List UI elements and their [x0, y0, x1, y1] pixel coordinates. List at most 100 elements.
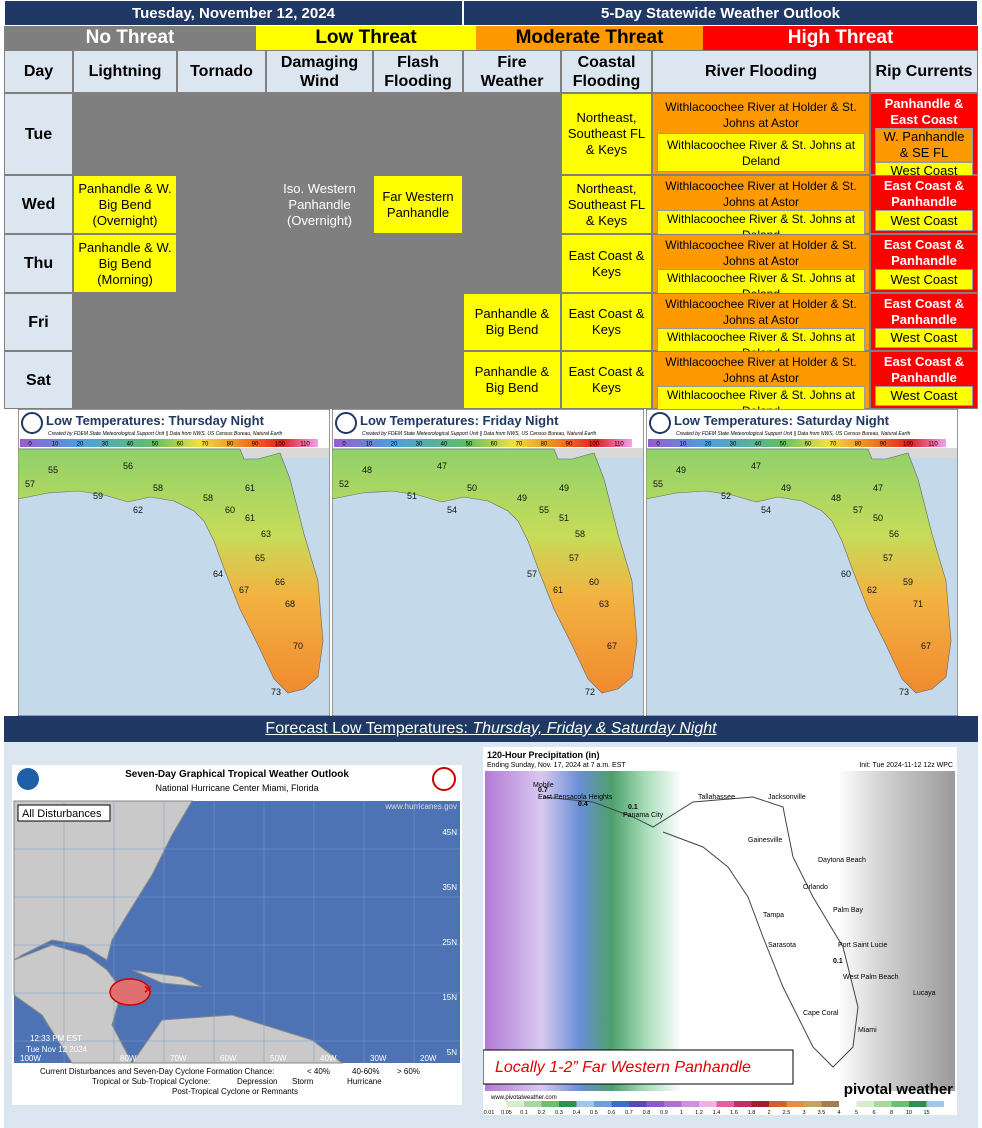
temperature-label: 59	[93, 491, 103, 501]
scale-tick-label: 0.1	[520, 1110, 528, 1115]
scale-tick-label: 15	[923, 1110, 929, 1115]
city: West Palm Beach	[843, 974, 899, 981]
temperature-label: 63	[261, 529, 271, 539]
scale-tick-label: 40	[755, 442, 762, 448]
map-title: Low Temperatures: Saturday Night	[674, 413, 890, 428]
scale-swatch	[821, 1101, 839, 1107]
scale-tick-label: 80	[855, 442, 862, 448]
scale-tick-label: 90	[566, 442, 573, 448]
lat-label: 25N	[442, 938, 457, 947]
temperature-label: 67	[607, 641, 617, 651]
brand: pivotal weather	[844, 1081, 953, 1098]
temperature-label: 57	[569, 553, 579, 563]
caption-emphasis: Thursday, Friday & Saturday Night	[472, 720, 717, 737]
threat-item: Withlacoochee River at Holder & St. John…	[657, 237, 865, 269]
threat-cell	[463, 93, 561, 175]
scale-tick-label: 100	[903, 442, 914, 448]
header-date: Tuesday, November 12, 2024	[4, 0, 463, 26]
threat-cell: Withlacoochee River at Holder & St. John…	[652, 351, 870, 420]
florida	[646, 448, 952, 694]
threat-item: East Coast & Panhandle	[875, 178, 973, 210]
noaa-logo	[17, 768, 39, 790]
threat-item: Withlacoochee River at Holder & St. John…	[657, 96, 865, 133]
temperature-label: 57	[25, 479, 35, 489]
threat-cell	[266, 293, 373, 351]
column-header: Rip Currents	[870, 50, 978, 93]
threat-cell	[373, 93, 463, 175]
day-label: Thu	[4, 234, 73, 293]
temperature-label: 51	[559, 513, 569, 523]
temperature-map: Low Temperatures: Saturday Night Created …	[646, 409, 958, 716]
scale-tick-label: 10	[366, 442, 373, 448]
column-header: Tornado	[177, 50, 266, 93]
scale-tick-label: 0	[28, 442, 32, 448]
threat-item: East Coast & Keys	[562, 294, 651, 350]
scale-swatch	[804, 1101, 822, 1107]
scale-tick-label: 80	[227, 442, 234, 448]
lon-label: 30W	[370, 1054, 387, 1063]
disturbance-x: ×	[144, 981, 152, 997]
threat-cell: Panhandle & W. Big Bend (Overnight)	[73, 175, 177, 234]
temperature-label: 73	[899, 687, 909, 697]
day-label: Fri	[4, 293, 73, 351]
city: Palm Bay	[833, 907, 863, 914]
scale-tick-label: 0.6	[608, 1110, 616, 1115]
scale-tick-label: 10	[52, 442, 59, 448]
caption-text: Forecast Low Temperatures:	[265, 720, 473, 737]
scale-tick-label: 30	[102, 442, 109, 448]
city: Orlando	[803, 884, 828, 891]
scale-bar	[648, 439, 946, 447]
tropical-subtitle: National Hurricane Center Miami, Florida	[155, 783, 318, 793]
threat-cell: Far Western Panhandle	[373, 175, 463, 234]
temperature-label: 52	[339, 479, 349, 489]
scale-swatch	[786, 1101, 804, 1107]
threat-cell	[73, 293, 177, 351]
threat-cell: Iso. Western Panhandle (Overnight)	[266, 175, 373, 234]
threat-item: West Coast	[875, 210, 973, 231]
threat-cell	[266, 234, 373, 293]
threat-cell: Northeast, Southeast FL & Keys	[561, 93, 652, 175]
amount: 0.4	[578, 801, 588, 808]
city: Sarasota	[768, 942, 796, 949]
threat-item: Withlacoochee River at Holder & St. John…	[657, 178, 865, 210]
cyclone-title: Tropical or Sub-Tropical Cyclone:	[92, 1077, 210, 1086]
threat-cell	[73, 93, 177, 175]
mexico	[13, 944, 133, 1064]
scale-tick-label: 70	[830, 442, 837, 448]
scale-swatch	[699, 1101, 717, 1107]
temperature-label: 72	[585, 687, 595, 697]
threat-item: West Coast	[875, 269, 973, 290]
temperature-label: 48	[831, 493, 841, 503]
scale-swatch	[751, 1101, 769, 1107]
threat-item: Panhandle & W. Big Bend (Morning)	[74, 235, 176, 292]
threat-item: Iso. Western Panhandle (Overnight)	[267, 176, 372, 233]
threat-cell: Panhandle & Big Bend	[463, 293, 561, 351]
threat-cell	[373, 293, 463, 351]
column-header: Lightning	[73, 50, 177, 93]
temperature-label: 47	[437, 461, 447, 471]
precip-subtitle: Ending Sunday, Nov. 17, 2024 at 7 a.m. E…	[487, 762, 626, 769]
lat-label: 15N	[442, 993, 457, 1002]
threat-cell: East Coast & Keys	[561, 234, 652, 293]
scale-tick-label: 0.5	[590, 1110, 598, 1115]
map-credit: Created by FDEM State Meteorological Sup…	[676, 431, 911, 437]
threat-cell: East Coast & Panhandle West Coast	[870, 175, 978, 234]
scale-swatch	[646, 1101, 664, 1107]
temperature-label: 55	[48, 465, 58, 475]
lat-label: 45N	[442, 828, 457, 837]
threat-cell: East Coast & Panhandle West Coast	[870, 293, 978, 351]
scale-tick-label: 20	[391, 442, 398, 448]
scale-tick-label: 10	[906, 1110, 912, 1115]
map-credit: Created by FDEM State Meteorological Sup…	[48, 431, 283, 437]
column-header: Flash Flooding	[373, 50, 463, 93]
date: Tue Nov 12 2024	[26, 1045, 88, 1054]
scale-swatch	[874, 1101, 892, 1107]
temperature-map: Low Temperatures: Friday Night Created by…	[332, 409, 644, 716]
temperature-label: 55	[539, 505, 549, 515]
threat-item: East Coast & Panhandle	[875, 296, 973, 328]
cyclone-type: Depression	[237, 1077, 277, 1086]
scale-tick-label: 0.3	[555, 1110, 563, 1115]
threat-cell	[73, 351, 177, 409]
threat-item: West Coast	[875, 386, 973, 406]
temperature-label: 47	[751, 461, 761, 471]
